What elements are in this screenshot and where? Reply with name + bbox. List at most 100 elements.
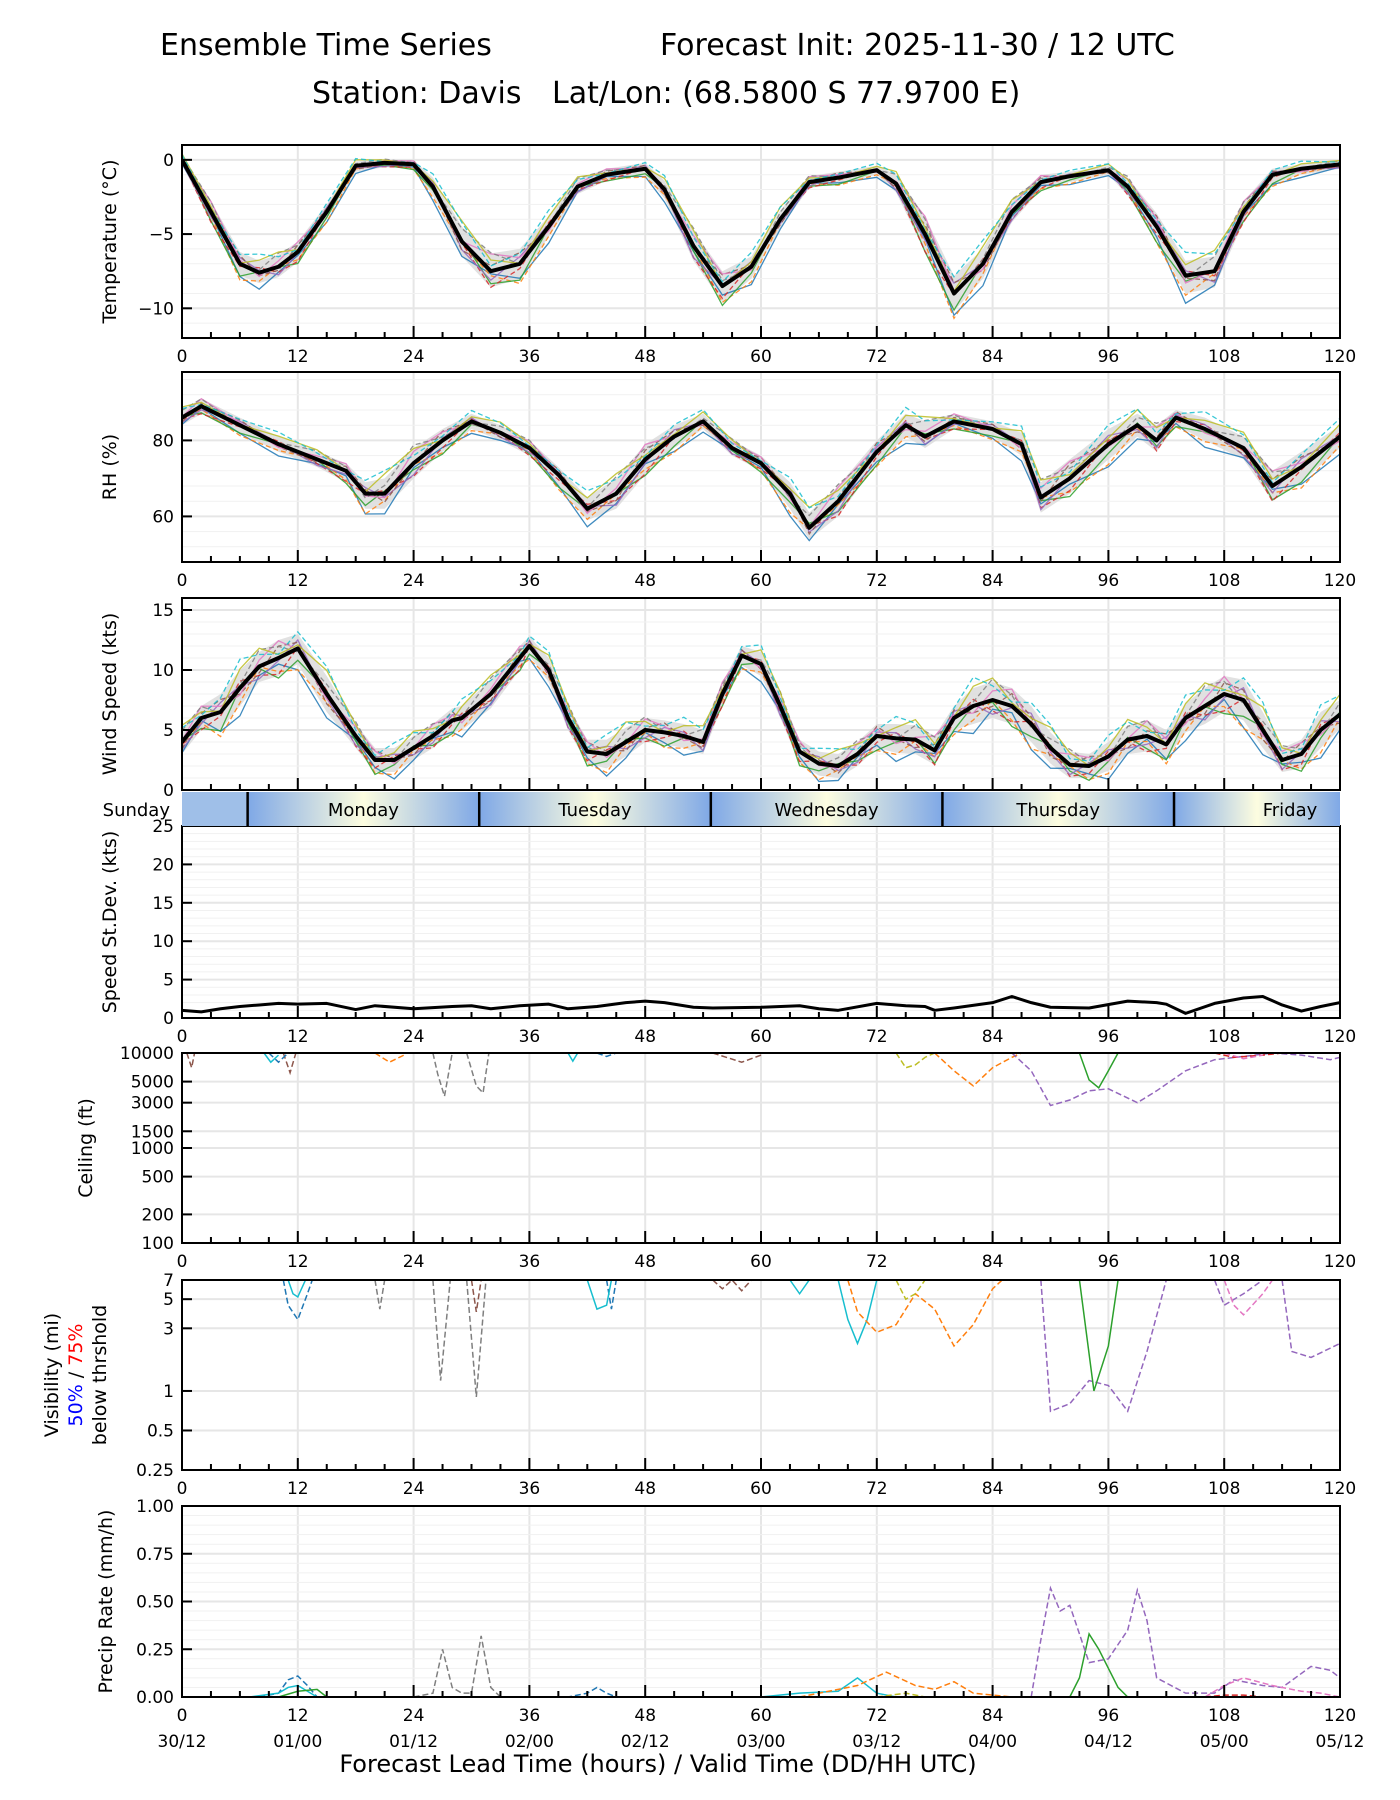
member-line: [268, 1053, 289, 1064]
x-tick-label: 24: [403, 1252, 425, 1272]
panel-precip_rate: 0.00 0.25 0.50 0.75 1.00 0 30/12 12 01/00 24 01/12…: [95, 1497, 1365, 1752]
valid-time-label: 04/00: [968, 1732, 1017, 1752]
x-tick-label: 24: [403, 347, 425, 367]
member-line: [1078, 1053, 1119, 1089]
data-layer: [282, 1280, 1340, 1413]
x-tick-label: 108: [1208, 1252, 1240, 1272]
x-tick-label: 24: [403, 1027, 425, 1047]
panel-wind_speed: 0 5 10 15 Wind Speed (kts): [99, 597, 1341, 801]
day-segment: [479, 792, 711, 826]
y-tick-label: 0.25: [136, 1640, 174, 1660]
x-tick-label: 0: [177, 1706, 188, 1726]
threshold-label: 50% / 75%: [65, 1324, 87, 1427]
x-tick-label: 60: [750, 1479, 772, 1499]
member-line: [1223, 1280, 1274, 1316]
y-axis-label: Ceiling (ft): [75, 1098, 97, 1198]
valid-time-label: 01/00: [273, 1732, 322, 1752]
threshold-part: /: [65, 1366, 87, 1384]
data-layer: [182, 630, 1340, 783]
member-line: [249, 1676, 897, 1697]
x-tick-label: 0: [177, 1027, 188, 1047]
member-line: [1040, 1280, 1168, 1413]
x-tick-label: 120: [1324, 1706, 1356, 1726]
y-tick-label: 7: [163, 1271, 174, 1291]
y-tick-label: 1.00: [136, 1497, 174, 1517]
x-tick-label: 96: [1098, 1706, 1120, 1726]
valid-time-label: 01/12: [389, 1732, 438, 1752]
y-tick-label: 0: [163, 151, 174, 171]
valid-time-label: 05/00: [1200, 1732, 1249, 1752]
x-tick-label: 120: [1324, 1479, 1356, 1499]
member-line: [182, 408, 1340, 531]
x-tick-label: 120: [1324, 1252, 1356, 1272]
x-tick-label: 0: [177, 571, 188, 591]
station-name: Station: Davis: [312, 76, 522, 111]
member-line: [374, 1053, 405, 1064]
member-line: [465, 1280, 487, 1398]
x-tick-label: 60: [750, 571, 772, 591]
x-tick-label: 72: [866, 571, 888, 591]
valid-time-label: 30/12: [158, 1732, 207, 1752]
y-tick-label: 15: [152, 894, 174, 914]
y-tick-label: 10: [152, 932, 174, 952]
x-tick-label: 108: [1208, 1027, 1240, 1047]
member-line: [596, 1053, 617, 1058]
member-line: [1078, 1280, 1119, 1392]
forecast-init: Forecast Init: 2025-11-30 / 12 UTC: [660, 28, 1175, 63]
member-line: [182, 154, 1340, 283]
y-tick-label: 10000: [120, 1044, 174, 1064]
member-line: [282, 1053, 297, 1076]
ensemble-mean-line: [182, 644, 1340, 768]
x-tick-label: 60: [750, 1027, 772, 1047]
data-layer: [186, 1053, 1340, 1107]
x-tick-label: 48: [634, 571, 656, 591]
x-tick-label: 72: [866, 1027, 888, 1047]
x-tick-label: 72: [866, 1706, 888, 1726]
x-tick-label: 12: [287, 1706, 309, 1726]
day-label: Thursday: [1015, 800, 1100, 821]
x-tick-label: 48: [634, 1479, 656, 1499]
y-tick-label: 200: [142, 1205, 174, 1225]
y-axis-label: RH (%): [99, 434, 121, 500]
y-tick-label: 20: [152, 855, 174, 875]
valid-time-label: 04/12: [1084, 1732, 1133, 1752]
y-tick-label: 1: [163, 1382, 174, 1402]
y-tick-label: −10: [138, 299, 174, 319]
x-tick-label: 96: [1098, 1252, 1120, 1272]
threshold-caption: below thrshold: [89, 1305, 111, 1445]
y-tick-label: 0.5: [147, 1421, 174, 1441]
x-tick-label: 24: [403, 1706, 425, 1726]
x-tick-label: 48: [634, 1027, 656, 1047]
member-line: [278, 1632, 1129, 1697]
y-axis-label: Visibility (mi): [41, 1313, 63, 1437]
y-tick-label: 0.50: [136, 1593, 174, 1613]
x-tick-label: 48: [634, 347, 656, 367]
x-tick-label: 84: [982, 1479, 1004, 1499]
member-line: [1281, 1280, 1340, 1359]
x-tick-label: 24: [403, 571, 425, 591]
y-tick-label: 25: [152, 817, 174, 837]
x-tick-label: 36: [519, 1706, 541, 1726]
x-tick-label: 12: [287, 571, 309, 591]
panel-temperature: 0 −5 −10 0 12 24 36 48 60 72 84 96 108 120 Temperature…: [99, 144, 1356, 367]
member-line: [586, 1280, 613, 1311]
member-line: [182, 403, 1340, 509]
member-line: [934, 1053, 1022, 1087]
y-tick-label: 0.25: [136, 1461, 174, 1481]
y-tick-label: 5000: [131, 1073, 174, 1093]
day-label: Friday: [1263, 800, 1318, 821]
x-tick-label: 120: [1324, 1027, 1356, 1047]
ensemble-mean-line: [182, 404, 1340, 530]
day-label: Monday: [328, 800, 399, 821]
y-tick-label: 0: [163, 781, 174, 801]
x-tick-label: 12: [287, 1252, 309, 1272]
threshold-part: 75%: [65, 1324, 87, 1366]
data-layer: [249, 1585, 1340, 1697]
figure-title: Ensemble Time Series: [160, 28, 492, 63]
ensemble-mean-line: [182, 158, 1340, 296]
y-tick-label: 5: [163, 1290, 174, 1310]
y-tick-label: 3: [163, 1319, 174, 1339]
member-line: [182, 160, 1340, 300]
x-axis-label: Forecast Lead Time (hours) / Valid Time …: [339, 1750, 976, 1778]
valid-time-label: 03/12: [852, 1732, 901, 1752]
